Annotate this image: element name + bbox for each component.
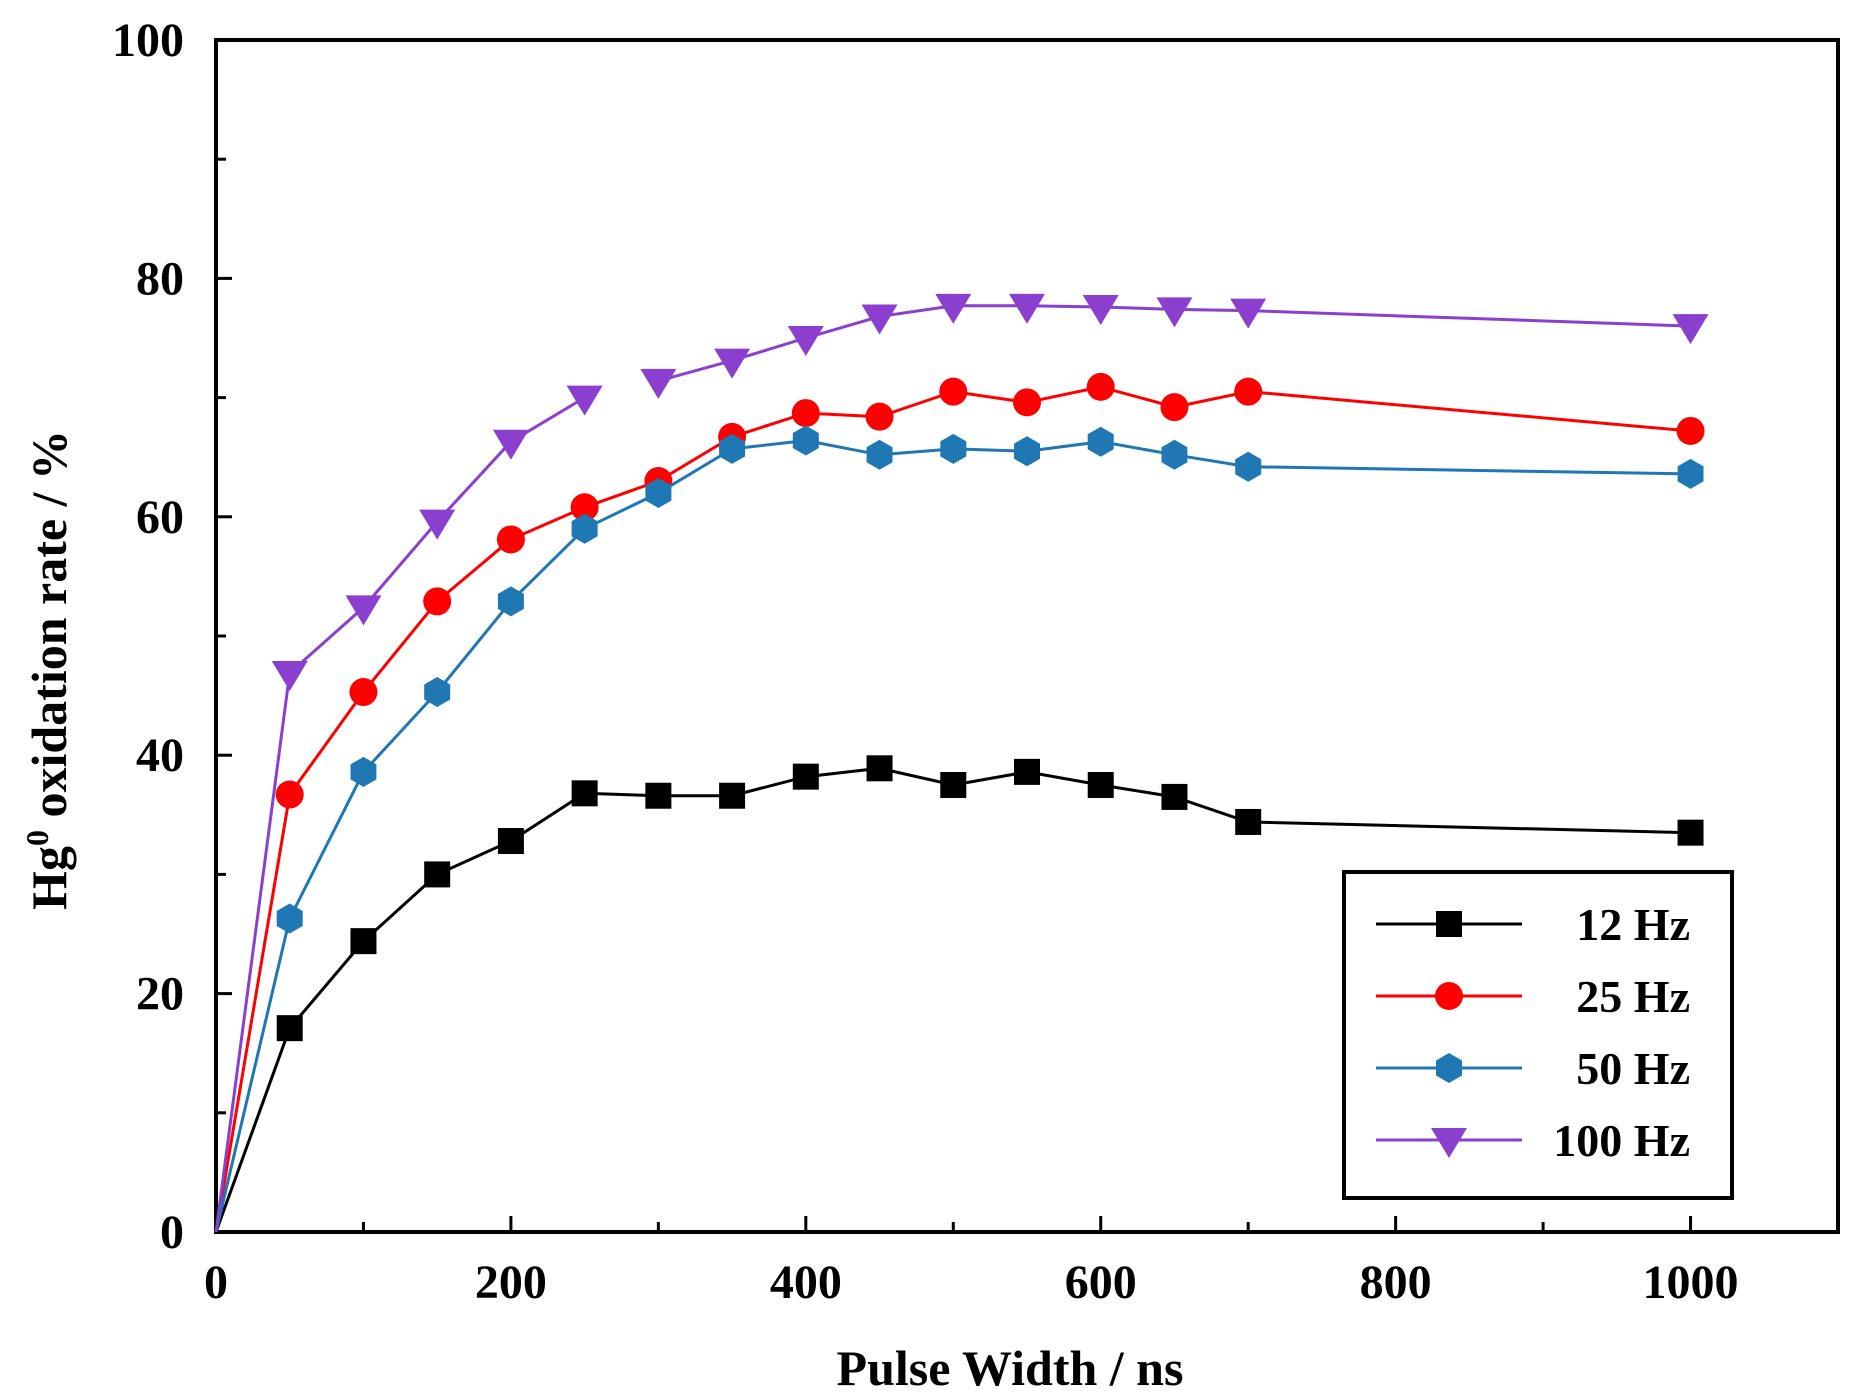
y-tick-label: 60: [136, 491, 184, 544]
series-group: [214, 293, 1709, 1233]
y-tick-label: 40: [136, 729, 184, 782]
data-point-50-hz: [1087, 426, 1114, 457]
legend-label-100-hz: 100 Hz: [1553, 1115, 1690, 1166]
data-point-50-hz: [1161, 439, 1188, 470]
data-point-12-hz: [1677, 819, 1704, 846]
series-line-50-hz: [214, 438, 1691, 1233]
data-point-50-hz: [1235, 451, 1262, 482]
data-point-25-hz: [275, 780, 304, 809]
data-point-100-hz: [492, 429, 529, 460]
y-tick-label: 20: [136, 968, 184, 1021]
data-point-100-hz: [640, 368, 677, 399]
y-tick-label: 100: [112, 14, 184, 67]
data-point-25-hz: [349, 678, 378, 707]
data-point-100-hz: [714, 348, 751, 379]
legend-marker-100-hz: [1431, 1128, 1467, 1158]
series-line-25-hz: [214, 385, 1691, 1233]
data-point-25-hz: [1676, 416, 1705, 445]
series-100-hz: [214, 293, 1709, 1233]
data-point-25-hz: [791, 399, 820, 428]
data-point-25-hz: [570, 493, 599, 522]
data-point-25-hz: [423, 587, 452, 616]
data-point-100-hz: [1009, 293, 1045, 324]
x-axis-title: Pulse Width / ns: [837, 1340, 1184, 1396]
data-point-100-hz: [1156, 297, 1193, 328]
data-point-12-hz: [1087, 772, 1114, 798]
data-point-100-hz: [787, 326, 824, 356]
data-point-12-hz: [350, 928, 377, 955]
data-point-12-hz: [497, 828, 524, 855]
y-tick-label: 80: [136, 252, 184, 305]
legend: 12 Hz 25 Hz 50 Hz 100 Hz: [1342, 870, 1734, 1200]
data-point-12-hz: [645, 782, 672, 809]
legend-box: [1342, 870, 1734, 1200]
data-point-25-hz: [1086, 372, 1115, 401]
x-tick-label: 1000: [1643, 1256, 1739, 1309]
data-point-50-hz: [497, 586, 524, 617]
data-point-100-hz: [935, 293, 972, 324]
y-axis-title-rest: oxidation rate / %: [21, 430, 77, 830]
legend-marker-25-hz: [1435, 982, 1463, 1010]
data-point-50-hz: [350, 756, 377, 787]
series-line-100-hz: [214, 396, 586, 1233]
data-point-100-hz: [345, 595, 382, 626]
data-point-25-hz: [1013, 388, 1041, 417]
data-point-50-hz: [571, 513, 598, 544]
x-tick-label: 800: [1360, 1256, 1432, 1309]
data-point-12-hz: [1161, 783, 1188, 810]
series-50-hz: [214, 425, 1704, 1233]
data-point-25-hz: [496, 525, 525, 554]
data-point-100-hz: [566, 385, 603, 416]
data-point-50-hz: [940, 433, 967, 464]
data-point-50-hz: [276, 903, 303, 934]
legend-label-50-hz: 50 Hz: [1576, 1043, 1690, 1094]
data-point-100-hz: [1230, 298, 1267, 329]
data-point-12-hz: [571, 780, 598, 807]
data-point-50-hz: [792, 425, 819, 456]
data-point-25-hz: [1234, 377, 1263, 406]
y-axis-title-superscript: 0: [19, 830, 55, 846]
data-point-50-hz: [719, 433, 746, 464]
data-point-12-hz: [276, 1015, 303, 1042]
x-tick-label: 200: [475, 1256, 547, 1309]
x-tick-label: 400: [770, 1256, 842, 1309]
data-point-50-hz: [645, 478, 672, 508]
series-line-12-hz: [214, 766, 1691, 1233]
series-25-hz: [214, 372, 1705, 1233]
data-point-12-hz: [866, 755, 893, 782]
data-point-50-hz: [424, 677, 451, 707]
legend-marker-12-hz: [1436, 911, 1462, 937]
data-point-100-hz: [271, 660, 308, 691]
data-point-50-hz: [866, 439, 893, 470]
legend-label-25-hz: 25 Hz: [1576, 971, 1690, 1022]
data-point-12-hz: [1014, 758, 1040, 785]
data-point-12-hz: [424, 861, 451, 888]
legend-label-12-hz: 12 Hz: [1576, 899, 1690, 950]
legend-marker-50-hz: [1436, 1053, 1462, 1083]
data-point-100-hz: [419, 509, 456, 540]
x-tick-label: 600: [1065, 1256, 1137, 1309]
data-point-100-hz: [1082, 295, 1119, 326]
data-point-25-hz: [1160, 393, 1189, 422]
data-point-12-hz: [1235, 808, 1262, 835]
data-point-100-hz: [861, 304, 898, 335]
data-point-25-hz: [939, 377, 968, 406]
data-point-12-hz: [792, 763, 819, 790]
data-point-25-hz: [865, 402, 894, 431]
data-point-100-hz: [1672, 314, 1709, 345]
data-point-12-hz: [940, 772, 967, 798]
y-axis-title-base: Hg: [21, 846, 77, 910]
series-12-hz: [214, 755, 1704, 1233]
series-line-100-hz: [658, 304, 1691, 383]
y-axis-title: Hg0 oxidation rate / %: [19, 430, 77, 910]
y-tick-label: 0: [160, 1206, 184, 1259]
data-point-50-hz: [1677, 458, 1704, 489]
data-point-50-hz: [1014, 436, 1040, 467]
data-point-12-hz: [719, 782, 746, 809]
x-tick-label: 0: [204, 1256, 228, 1309]
